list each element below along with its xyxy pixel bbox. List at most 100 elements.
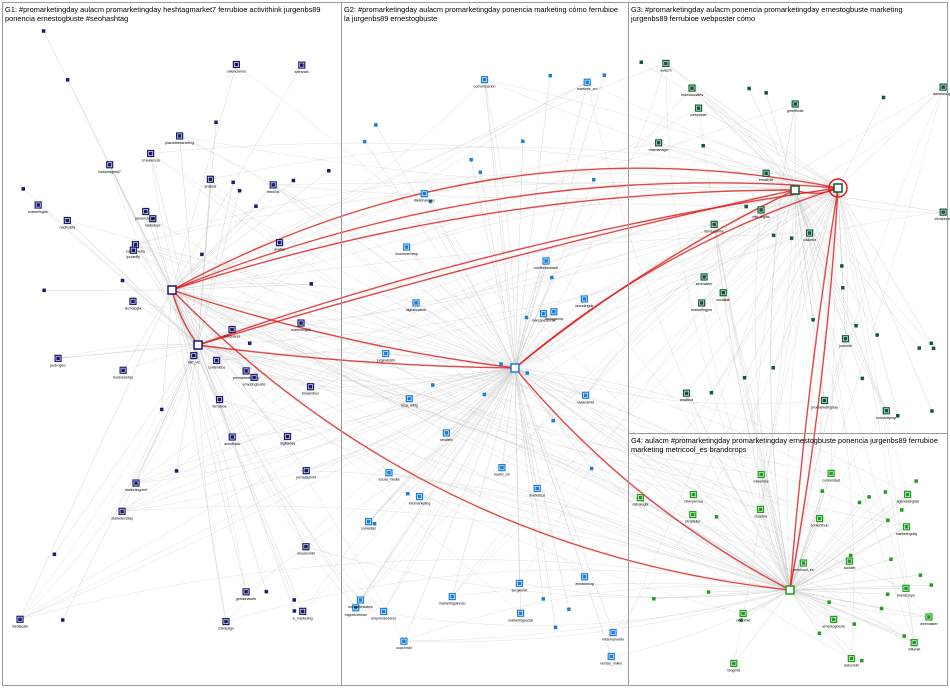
node-label: soniadiaz (361, 527, 376, 531)
edge (197, 344, 288, 437)
edge (19, 344, 199, 620)
group-title-g4: G4: aulacm #promarketingday promarketing… (631, 436, 938, 454)
edge (171, 184, 274, 291)
edge (171, 289, 907, 528)
edge (794, 189, 915, 643)
edge (837, 187, 915, 643)
node-avatar-image (583, 393, 588, 398)
node-dot (478, 170, 483, 175)
node-label: marketingday (896, 532, 918, 536)
node-dot (827, 600, 831, 604)
highlight-edge (789, 187, 839, 591)
edge (109, 164, 199, 346)
edge (197, 344, 820, 519)
node-label: socialrt (844, 566, 855, 570)
edge (306, 470, 791, 591)
node-label: toniandreu (302, 392, 319, 396)
node-avatar-image (500, 465, 504, 470)
node-avatar-image (402, 639, 406, 644)
edge (756, 189, 796, 510)
node-avatar-image (230, 327, 234, 332)
edge (789, 410, 887, 591)
node-dot (714, 515, 719, 519)
node-avatar-image (358, 598, 363, 602)
node-label: coachmkt (396, 646, 411, 650)
edge (760, 474, 791, 591)
edge (150, 153, 199, 346)
node-avatar-image (656, 141, 661, 145)
node-label: ferrubioe (212, 405, 226, 409)
node-label: contenthub (811, 524, 829, 528)
edge (789, 496, 870, 591)
node-dot (553, 625, 558, 630)
node-label: marcapersonal (532, 319, 556, 323)
edge (830, 187, 839, 474)
node-dot (65, 78, 70, 82)
edge (789, 589, 888, 595)
edge (665, 63, 839, 189)
node-avatar-image (759, 472, 763, 477)
edge (19, 187, 839, 620)
edge (586, 82, 791, 591)
edge (171, 289, 217, 361)
edge (611, 589, 791, 657)
edge (514, 82, 588, 369)
edge (368, 189, 796, 522)
node-label: emprendedores (371, 616, 396, 620)
edge (171, 289, 356, 608)
node-label: marivi_cm (494, 473, 510, 477)
hub-node (790, 185, 800, 195)
node-dot (860, 658, 864, 663)
edge (514, 367, 614, 633)
node-label: idatadays (145, 224, 161, 228)
edge (514, 367, 520, 584)
node-dot (789, 236, 794, 240)
node-avatar-image (230, 435, 234, 439)
node-dot (854, 323, 858, 328)
edge (179, 135, 796, 191)
node-dot (174, 469, 179, 473)
edge (152, 218, 173, 291)
node-label: webmaster (920, 622, 938, 626)
edge (789, 589, 929, 618)
edge (837, 187, 915, 643)
edge (135, 181, 796, 245)
node-dot (602, 73, 607, 77)
edge (171, 289, 384, 612)
edge (789, 589, 834, 620)
hub-node (167, 285, 177, 295)
edge (430, 201, 516, 369)
highlight-edge (171, 289, 791, 591)
edge (306, 367, 516, 471)
edge (760, 509, 791, 591)
node-dot (521, 139, 525, 143)
node-dot (896, 414, 900, 418)
node-avatar-image (148, 151, 153, 156)
edge (121, 189, 796, 512)
node-label: storyteller (685, 520, 701, 524)
edge (537, 488, 791, 591)
node-dot (469, 157, 473, 162)
node-dot (231, 180, 235, 185)
edge (273, 184, 791, 591)
node-dot (550, 275, 554, 280)
edge (123, 344, 199, 371)
edge (171, 203, 762, 291)
edge (254, 367, 516, 381)
node-dot (499, 362, 503, 366)
edge (135, 244, 791, 591)
edge (216, 352, 516, 369)
node-avatar-image (849, 656, 854, 661)
group-panel-g2 (341, 2, 629, 686)
edge (484, 79, 516, 369)
node-dot (482, 392, 487, 397)
node-label: webposter (690, 113, 707, 117)
edge (765, 172, 796, 191)
node-label: brandcrops (897, 593, 915, 597)
edge (514, 367, 825, 405)
node-dot (931, 346, 936, 351)
node-label: marketingvlc (28, 210, 48, 214)
edge (150, 142, 796, 191)
node-avatar-image (807, 231, 812, 235)
node-avatar-image (831, 617, 836, 622)
